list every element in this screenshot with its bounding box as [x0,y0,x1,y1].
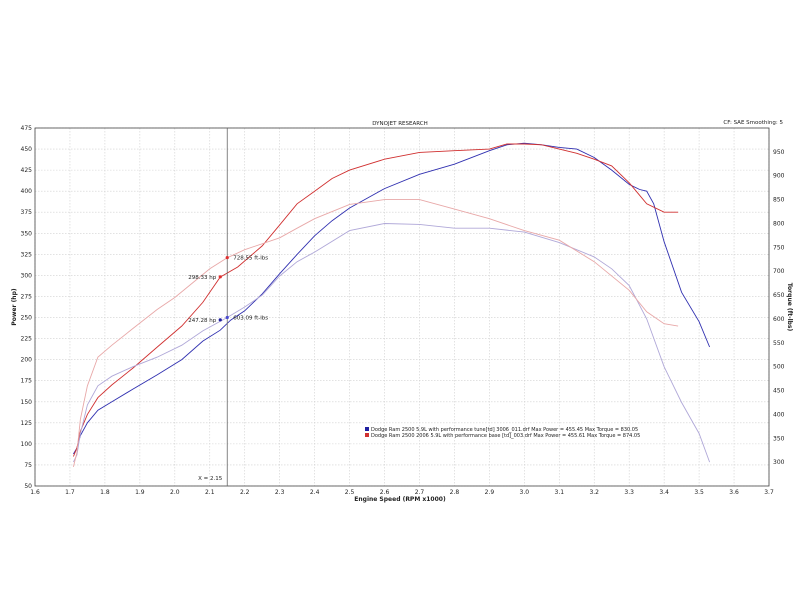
x-tick-label: 2.6 [380,489,390,496]
series-group [72,142,711,468]
y-right-tick-label: 650 [773,292,785,299]
cf-label: CF: SAE Smoothing: 5 [723,120,783,126]
x-tick-label: 1.8 [100,489,110,496]
plot-frame [34,127,770,487]
annotation-marker [218,275,222,279]
x-tick-label: 3.5 [694,489,704,496]
x-tick-label: 1.9 [135,489,145,496]
y-left-tick-label: 375 [21,209,33,216]
series-line-4 [72,199,679,468]
y-right-tick-label: 700 [773,268,785,275]
x-axis-label: Engine Speed (RPM x1000) [354,496,446,503]
y-right-tick-label: 500 [773,364,785,371]
x-tick-label: 2.8 [450,489,460,496]
y-left-tick-label: 200 [21,357,33,364]
series-line-1 [73,142,711,455]
y-right-tick-label: 800 [773,220,785,227]
x-tick-label: 2.1 [205,489,215,496]
x-tick-label: 3.2 [589,489,599,496]
annotation-label: 247.28 hp [188,318,216,324]
y-left-tick-label: 50 [24,483,32,490]
legend-entry-2: Dodge Ram 2500 2006 5.9L with performanc… [371,433,640,439]
y-left-tick-label: 225 [21,336,33,343]
y-right-tick-label: 750 [773,244,785,251]
y-right-tick-label: 850 [773,197,785,204]
series-line-2 [72,143,679,457]
x-tick-labels: 1.6 1.7 1.8 1.9 2.0 2.1 2.2 2.3 2.4 2.5 2.6 2.7 2.8 2… [30,489,774,496]
annotation-marker [218,318,222,322]
y-right-tick-label: 350 [773,435,785,442]
legend-swatch-2 [365,433,369,437]
legend-swatch-1 [365,427,369,431]
x-tick-label: 3.4 [659,489,669,496]
annotation-label: 728.55 ft-lbs [233,256,268,262]
x-tick-label: 3.6 [729,489,739,496]
y-left-tick-label: 400 [21,188,33,195]
y-right-tick-labels: 300 350 400 450 500 550 600 650 700 750 800 850 900 9… [773,149,785,466]
annotation-label: 603.09 ft-lbs [233,315,268,321]
y-left-tick-label: 100 [21,441,33,448]
cursor-label: X = 2.15 [198,476,223,482]
y-left-tick-label: 250 [21,315,33,322]
x-tick-label: 3.1 [555,489,565,496]
x-tick-label: 2.3 [275,489,285,496]
x-tick-label: 3.0 [520,489,530,496]
x-tick-label: 2.0 [170,489,180,496]
x-tick-label: 1.7 [65,489,75,496]
annotation-marker [225,315,229,320]
x-tick-label: 3.7 [764,489,774,496]
y-left-tick-label: 300 [21,272,33,279]
legend: Dodge Ram 2500 5.9L with performance tun… [365,427,640,439]
y-left-tick-label: 450 [21,146,33,153]
y-right-tick-label: 950 [773,149,785,156]
y-left-tick-label: 475 [21,125,33,132]
legend-entry-1: Dodge Ram 2500 5.9L with performance tun… [371,427,638,433]
x-tick-label: 3.3 [624,489,634,496]
series-line-3 [72,223,711,463]
y-axis-label-left: Power (hp) [11,288,18,325]
y-left-tick-label: 425 [21,167,33,174]
y-right-tick-label: 450 [773,388,785,395]
y-left-tick-label: 125 [21,420,33,427]
y-left-tick-label: 350 [21,230,33,237]
y-left-tick-label: 275 [21,293,33,300]
annotations: 728.55 ft-lbs 298.33 hp 603.09 ft-lbs 247.2… [188,256,268,324]
y-left-tick-label: 150 [21,399,33,406]
x-tick-label: 2.5 [345,489,355,496]
y-left-tick-labels: 50 75 100 125 150 175 200 225 250 275 300 325 350 375… [21,125,33,490]
annotation-label: 298.33 hp [188,275,216,281]
x-tick-label: 2.9 [485,489,495,496]
x-tick-label: 2.2 [240,489,250,496]
y-right-tick-label: 550 [773,340,785,347]
y-right-tick-label: 300 [773,459,785,466]
y-right-tick-label: 900 [773,173,785,180]
annotation-marker [225,255,229,260]
y-right-tick-label: 600 [773,316,785,323]
x-tick-label: 2.7 [415,489,425,496]
chart-title: DYNOJET RESEARCH [372,121,428,127]
y-axis-label-right: Torque (ft-lbs) [786,283,793,332]
y-left-tick-label: 175 [21,378,33,385]
y-left-tick-label: 325 [21,251,33,258]
x-tick-label: 1.6 [30,489,40,496]
y-left-tick-label: 75 [24,462,32,469]
x-tick-label: 2.4 [310,489,320,496]
y-right-tick-label: 400 [773,411,785,418]
